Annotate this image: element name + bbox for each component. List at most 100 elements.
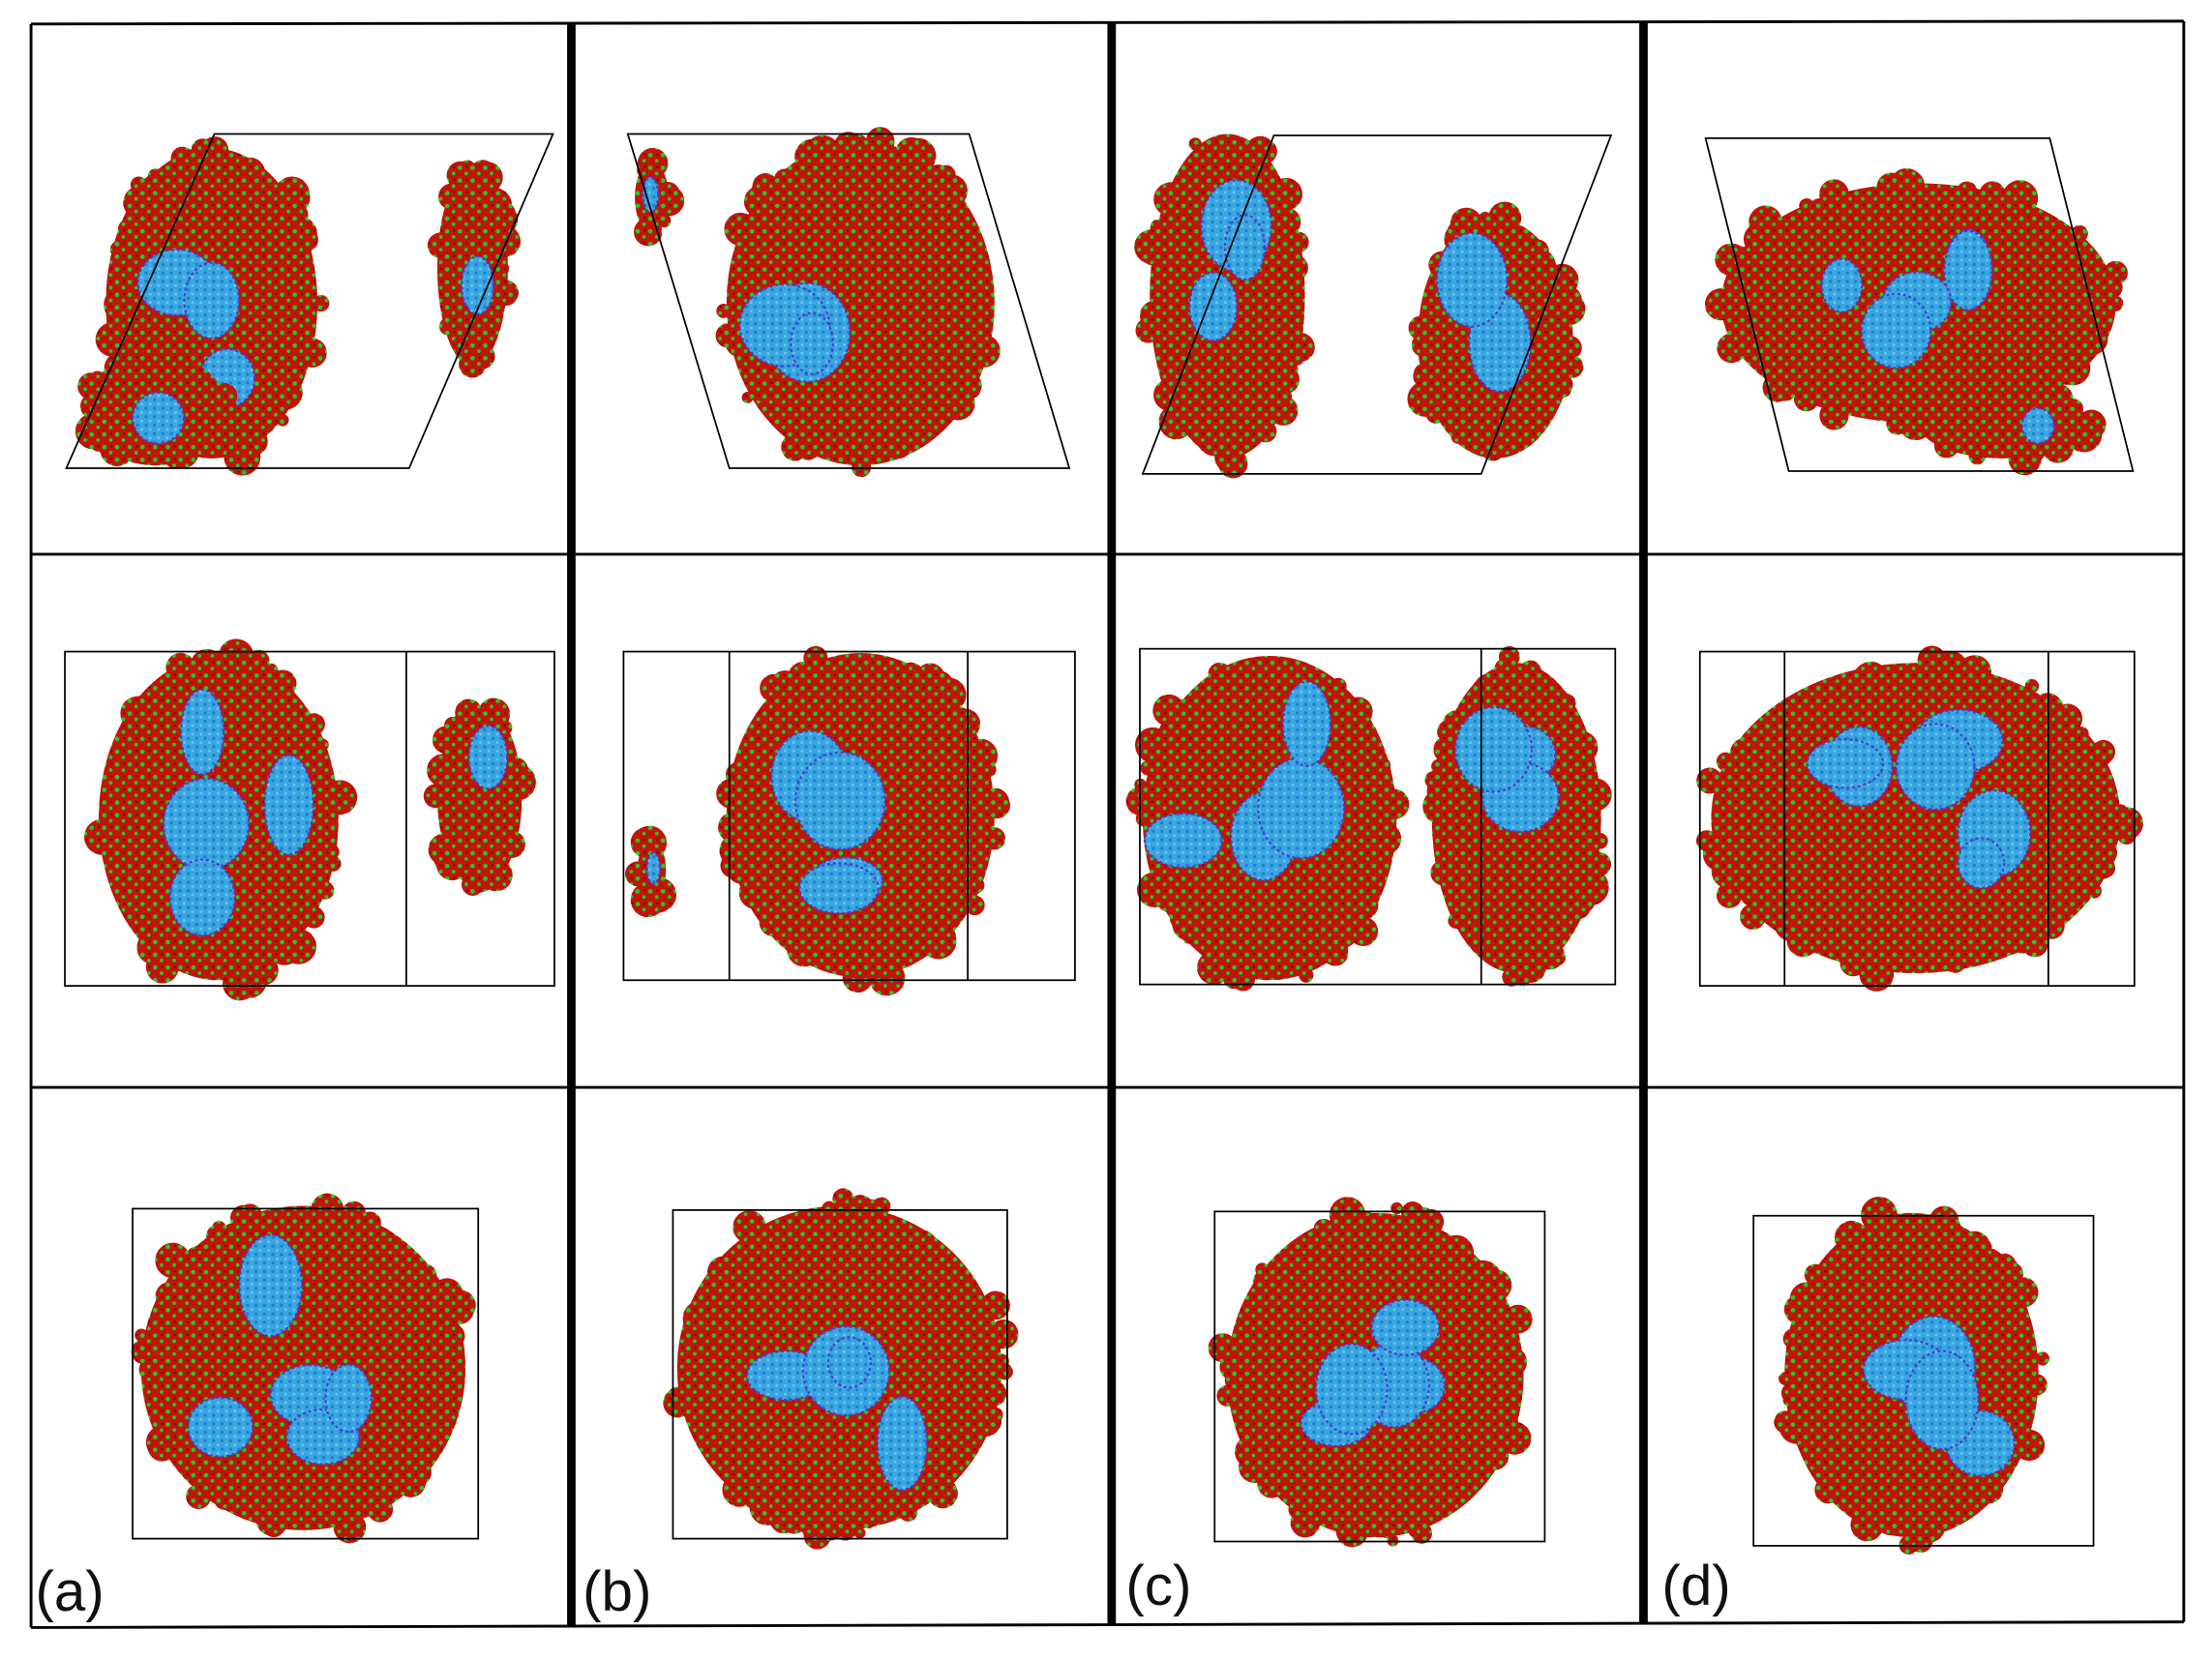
particle-cluster <box>1143 812 1223 869</box>
particle-cluster <box>921 666 936 680</box>
particle-cluster <box>180 688 225 776</box>
particle-cluster <box>1454 706 1533 793</box>
particle-cluster <box>323 844 340 860</box>
particle-cluster <box>709 1439 732 1462</box>
particle-cluster <box>1218 449 1248 479</box>
particle-cluster <box>1839 950 1867 977</box>
particle-cluster <box>315 789 341 814</box>
particle-cluster <box>1695 830 1718 851</box>
particle-cluster <box>1197 693 1213 708</box>
particle-cluster <box>1157 717 1194 753</box>
particle-cluster <box>1541 689 1569 717</box>
particle-cluster <box>1436 231 1509 328</box>
particle-cluster <box>2042 430 2075 463</box>
particle-cluster <box>477 188 513 223</box>
particle-cluster <box>1943 951 1966 973</box>
particle-cluster <box>1222 967 1244 990</box>
particle-cluster <box>1268 396 1299 426</box>
particle-cluster <box>238 1233 303 1338</box>
panel-grid <box>29 19 2186 1629</box>
particle-cluster <box>268 669 297 697</box>
particle-cluster <box>793 1500 817 1524</box>
particle-cluster <box>1464 1260 1502 1297</box>
particle-cluster <box>1556 382 1571 398</box>
particle-cluster <box>722 1472 758 1507</box>
particle-cluster <box>1272 207 1301 236</box>
particle-cluster <box>774 168 795 191</box>
particle-cluster <box>759 392 774 407</box>
particle-cluster <box>275 929 300 953</box>
particle-cluster <box>1874 1500 1909 1536</box>
particle-cluster <box>1272 191 1295 214</box>
particle-cluster <box>1895 723 1976 811</box>
particle-cluster <box>268 375 303 410</box>
particle-cluster <box>914 419 937 441</box>
particle-cluster <box>2016 446 2039 468</box>
particle-cluster <box>228 951 254 977</box>
particle-cluster <box>1716 882 1743 908</box>
particle-cluster <box>1368 821 1402 855</box>
particle-cluster <box>1524 239 1549 264</box>
particle-cluster <box>1270 365 1300 395</box>
particle-cluster <box>218 149 235 166</box>
particle-cluster <box>887 436 911 459</box>
particle-cluster <box>954 372 977 395</box>
particle-cluster <box>727 856 755 884</box>
particle-cluster <box>2039 913 2065 939</box>
particle-cluster <box>1791 1413 1828 1449</box>
particle-cluster <box>395 1467 427 1497</box>
particle-cluster <box>1835 1220 1868 1255</box>
particle-cluster <box>1188 137 1202 151</box>
particle-cluster <box>496 221 516 240</box>
particle-cluster <box>325 855 342 872</box>
particle-cluster <box>1343 697 1373 726</box>
particle-cluster <box>1784 1374 1822 1410</box>
particle-cluster <box>1315 1343 1389 1436</box>
particle-cluster <box>1411 1522 1433 1544</box>
particle-cluster <box>1806 738 1885 789</box>
particle-cluster <box>943 913 956 926</box>
particle-cluster <box>2116 824 2137 845</box>
particle-cluster <box>133 707 148 723</box>
particle-cluster <box>1549 949 1567 966</box>
particle-cluster <box>370 1227 393 1250</box>
particle-cluster <box>303 713 325 735</box>
particle-cluster <box>187 1396 254 1458</box>
particle-cluster <box>1140 300 1171 331</box>
particle-cluster <box>1943 229 1993 311</box>
particle-cluster <box>296 905 309 918</box>
particle-cluster <box>247 649 270 672</box>
particle-cluster <box>469 343 495 370</box>
particle-cluster <box>309 1211 322 1226</box>
particle-cluster <box>1716 752 1736 772</box>
particle-cluster <box>1931 394 1954 417</box>
particle-cluster <box>2076 274 2110 309</box>
particle-cluster <box>2065 415 2103 453</box>
particle-cluster <box>982 827 1006 850</box>
particle-cluster <box>1408 315 1433 341</box>
particle-cluster <box>298 292 314 308</box>
particle-cluster <box>1299 967 1314 983</box>
particle-cluster <box>1704 851 1718 866</box>
particle-cluster <box>821 662 834 674</box>
particle-cluster <box>1479 211 1491 223</box>
particle-cluster <box>741 391 754 403</box>
particle-cluster <box>895 136 928 170</box>
particle-cluster <box>1737 292 1760 315</box>
particle-cluster <box>788 661 821 694</box>
particle-cluster <box>969 811 989 831</box>
particle-cluster <box>1330 677 1347 695</box>
particle-cluster <box>1578 778 1612 812</box>
particle-cluster <box>424 1376 458 1408</box>
particle-cluster <box>898 1502 918 1522</box>
particle-cluster <box>2034 217 2066 250</box>
particle-cluster <box>444 716 462 734</box>
particle-cluster <box>423 784 448 809</box>
particle-cluster <box>759 905 790 937</box>
particle-cluster <box>1427 786 1446 804</box>
particle-cluster <box>682 1300 719 1337</box>
particle-cluster <box>790 311 834 375</box>
particle-cluster <box>971 1311 995 1334</box>
particle-cluster <box>1495 1346 1528 1378</box>
particle-cluster <box>1925 656 1945 676</box>
